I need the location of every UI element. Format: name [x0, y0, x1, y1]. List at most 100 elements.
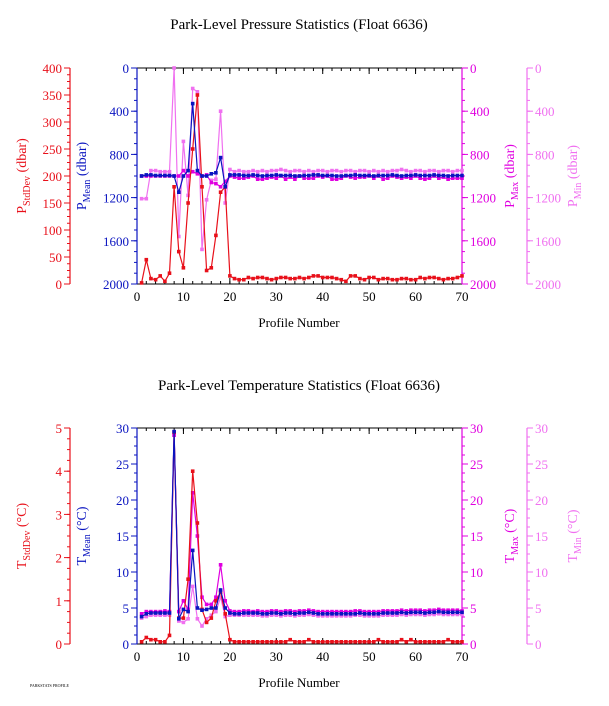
min-data-point — [385, 169, 390, 174]
mean-axis-tick-label: 5 — [123, 601, 130, 616]
mean-axis-tick-label: 30 — [116, 421, 129, 436]
mean-data-point — [149, 611, 153, 615]
mean-data-point — [302, 173, 306, 178]
min-data-point — [246, 613, 251, 617]
stddev-data-point — [348, 274, 353, 278]
max-series-line — [141, 435, 463, 615]
mean-data-point — [423, 611, 427, 615]
mean-data-point — [446, 610, 450, 615]
mean-data-point — [390, 611, 395, 615]
max-data-point — [367, 609, 371, 614]
stddev-axis-tick-label: 1 — [56, 594, 63, 609]
mean-data-point — [279, 173, 283, 178]
min-data-point — [325, 614, 330, 618]
mean-data-point — [297, 611, 302, 615]
min-data-point — [260, 168, 265, 173]
max-data-point — [144, 609, 149, 614]
max-data-point — [139, 612, 144, 616]
mean-data-point — [242, 611, 246, 615]
stddev-data-point — [163, 640, 167, 644]
mean-data-point — [427, 610, 432, 615]
x-tick-label: 0 — [134, 289, 141, 304]
mean-data-point — [399, 610, 404, 615]
stddev-axis-tick-label: 0 — [56, 637, 63, 652]
mean-data-point — [372, 174, 376, 178]
stddev-data-point — [450, 276, 455, 281]
min-data-point — [177, 234, 181, 239]
mean-data-point — [418, 173, 422, 178]
max-axis-tick-label: 800 — [470, 147, 490, 162]
mean-axis-tick-label: 0 — [123, 61, 130, 76]
stddev-data-point — [455, 640, 460, 644]
min-data-point — [288, 613, 292, 617]
stddev-data-point — [409, 637, 413, 642]
max-data-point — [446, 177, 450, 181]
temperature-chart: Park-Level Temperature Statistics (Float… — [15, 378, 584, 690]
min-data-point — [153, 613, 158, 617]
mean-axis-tick-label: 10 — [116, 565, 129, 580]
max-data-point — [177, 174, 181, 178]
min-data-point — [297, 168, 302, 173]
mean-data-point — [441, 610, 446, 615]
stddev-data-point — [307, 275, 311, 280]
max-axis-tick-label: 1600 — [470, 234, 496, 249]
min-data-point — [353, 169, 357, 174]
max-axis-tick-label: 1200 — [470, 191, 496, 206]
mean-data-point — [269, 611, 274, 615]
min-data-point — [144, 196, 149, 201]
max-data-point — [437, 176, 441, 180]
min-data-point — [200, 247, 204, 252]
max-series-line — [141, 169, 462, 188]
mean-data-point — [381, 173, 385, 178]
stddev-data-point — [237, 277, 241, 282]
stddev-data-point — [149, 276, 153, 281]
mean-axis-tick-label: 15 — [116, 529, 129, 544]
stddev-data-point — [223, 612, 227, 616]
stddev-data-point — [330, 640, 334, 644]
mean-data-point — [413, 173, 418, 177]
mean-data-point — [167, 611, 172, 615]
stddev-data-point — [186, 201, 190, 205]
chart-title: Park-Level Pressure Statistics (Float 66… — [170, 17, 427, 33]
mean-data-point — [376, 173, 381, 178]
max-data-point — [446, 608, 450, 612]
stddev-data-point — [372, 640, 376, 644]
x-tick-label: 50 — [363, 649, 376, 664]
min-data-point — [149, 613, 153, 617]
stddev-data-point — [353, 274, 357, 278]
min-data-point — [418, 168, 422, 173]
stddev-data-point — [246, 275, 251, 280]
mean-data-point — [399, 174, 404, 178]
max-data-point — [293, 609, 297, 614]
mean-data-point — [214, 171, 218, 175]
stddev-data-point — [325, 275, 330, 280]
min-data-point — [223, 201, 227, 205]
mean-data-point — [395, 173, 399, 178]
min-data-point — [339, 169, 344, 174]
mean-data-point — [251, 611, 255, 615]
stddev-data-point — [232, 276, 237, 281]
mean-series-line — [141, 103, 462, 195]
max-data-point — [399, 608, 404, 612]
max-data-point — [372, 176, 376, 180]
stddev-data-point — [288, 276, 292, 281]
mean-data-point — [367, 173, 371, 178]
mean-axis-tick-label: 1200 — [103, 191, 129, 206]
mean-data-point — [274, 173, 279, 177]
stddev-axis-tick-label: 3 — [56, 507, 63, 522]
x-tick-label: 30 — [270, 649, 283, 664]
max-data-point — [186, 174, 190, 178]
min-data-point — [279, 167, 283, 172]
min-data-point — [344, 614, 348, 618]
stddev-data-point — [446, 276, 450, 281]
stddev-data-point — [320, 640, 325, 644]
min-data-point — [385, 613, 390, 617]
stddev-data-point — [297, 640, 302, 644]
x-tick-label: 70 — [456, 289, 469, 304]
mean-data-point — [334, 174, 339, 178]
mean-data-point — [339, 612, 344, 616]
min-data-point — [367, 614, 371, 618]
mean-series-line — [141, 431, 462, 620]
min-axis-tick-label: 0 — [535, 637, 542, 652]
stddev-data-point — [344, 640, 348, 644]
